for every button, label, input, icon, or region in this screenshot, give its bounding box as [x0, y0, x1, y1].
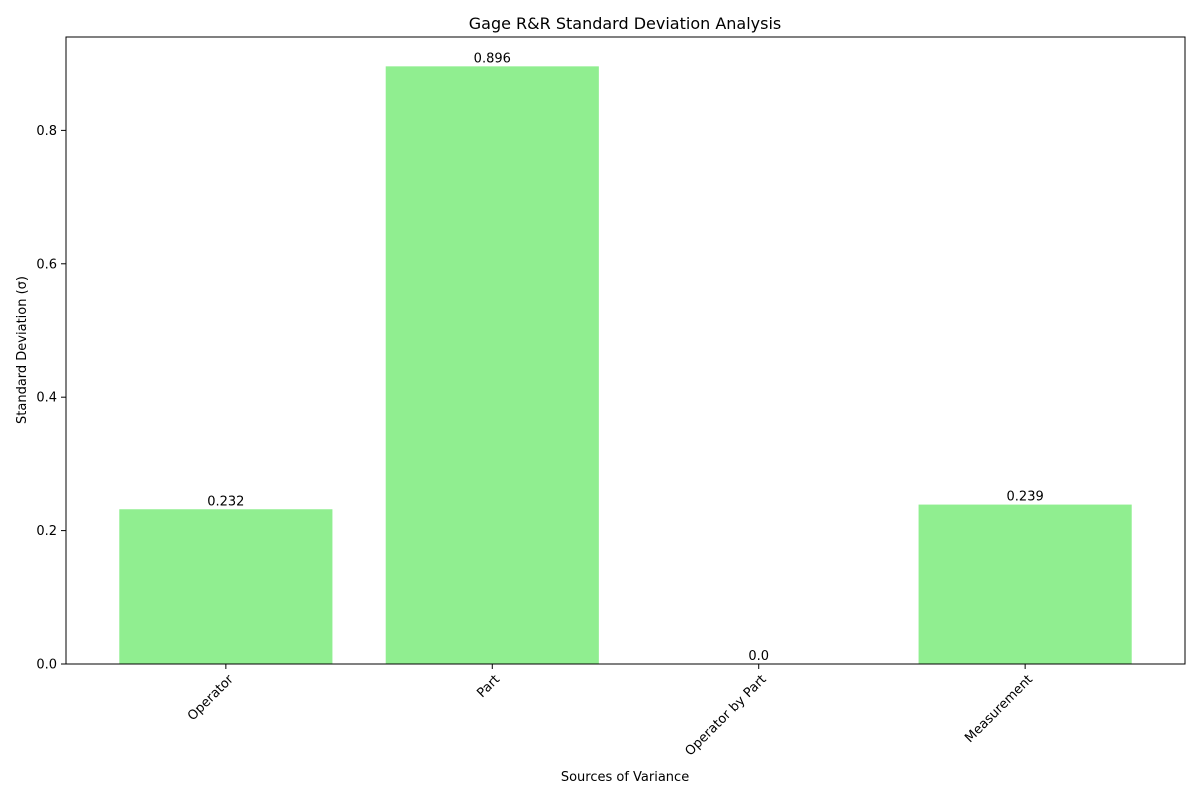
y-tick-label: 0.0	[36, 658, 57, 673]
bar-part	[385, 66, 599, 664]
y-axis-label: Standard Deviation (σ)	[15, 276, 30, 424]
x-tick-label: Measurement	[962, 672, 1036, 746]
y-axis: 0.0 0.2 0.4 0.6 0.8	[36, 124, 66, 673]
y-tick-label: 0.2	[36, 524, 57, 539]
data-label: 0.0	[748, 649, 769, 664]
data-label: 0.896	[474, 51, 511, 66]
x-axis-label: Sources of Variance	[561, 770, 689, 785]
x-tick-label: Part	[474, 672, 503, 701]
x-tick-label: Operator by Part	[683, 672, 770, 759]
data-label: 0.239	[1007, 490, 1044, 505]
bars-group	[119, 66, 1132, 664]
y-tick-label: 0.4	[36, 391, 57, 406]
bar-operator	[119, 509, 333, 664]
y-tick-label: 0.6	[36, 257, 57, 272]
data-labels-group: 0.232 0.896 0.0 0.239	[207, 51, 1044, 664]
plot-area-frame	[65, 36, 1186, 665]
x-axis: Operator Part Operator by Part Measurement	[185, 664, 1036, 759]
bar-measurement	[918, 504, 1132, 664]
y-tick-label: 0.8	[36, 124, 57, 139]
chart-title: Gage R&R Standard Deviation Analysis	[469, 14, 782, 33]
data-label: 0.232	[207, 494, 244, 509]
x-tick-label: Operator	[185, 672, 237, 724]
